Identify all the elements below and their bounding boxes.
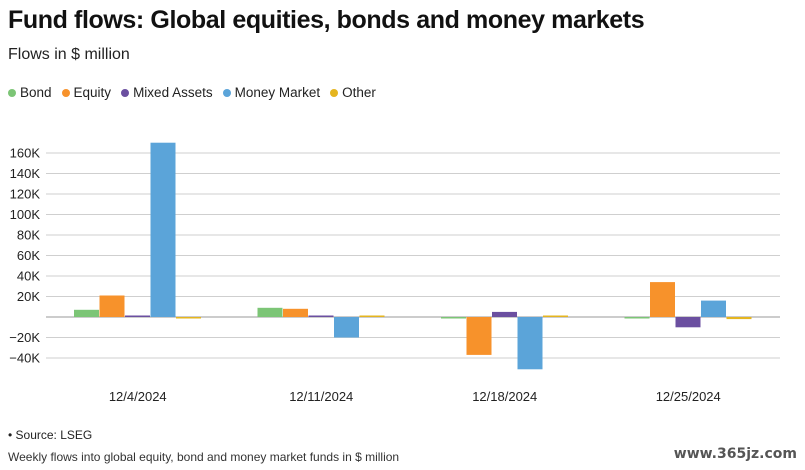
legend-label: Money Market <box>234 85 321 100</box>
legend-label: Equity <box>73 85 112 100</box>
source-note: • Source: LSEG <box>8 428 93 442</box>
legend-swatch <box>222 88 231 97</box>
y-tick-label: 60K <box>17 248 40 263</box>
y-tick-label: 80K <box>17 228 40 243</box>
y-tick-label: 160K <box>10 146 41 161</box>
bar-equity-0 <box>99 295 125 317</box>
bar-mixed-assets-2 <box>492 311 517 317</box>
y-tick-label: 140K <box>10 166 41 181</box>
legend-label: Bond <box>20 85 52 100</box>
legend-label: Other <box>342 85 376 100</box>
x-tick-label: 12/25/2024 <box>656 389 721 404</box>
legend-item-money-market: Money Market <box>222 85 321 100</box>
y-tick-label: 100K <box>10 207 41 222</box>
legend-item-mixed-assets: Mixed Assets <box>121 85 213 100</box>
bar-money-market-3 <box>701 300 726 317</box>
bar-other-1 <box>359 315 385 317</box>
bar-money-market-0 <box>150 142 176 317</box>
y-tick-label: 40K <box>17 269 40 284</box>
chart-title: Fund flows: Global equities, bonds and m… <box>8 6 645 34</box>
bar-other-0 <box>176 317 201 319</box>
y-tick-label: −20K <box>9 330 40 345</box>
bar-other-2 <box>543 315 568 317</box>
y-tick-label: 120K <box>10 187 41 202</box>
legend: Bond Equity Mixed Assets Money Market Other <box>8 85 376 100</box>
chart-subtitle: Flows in $ million <box>8 46 130 63</box>
x-tick-label: 12/11/2024 <box>289 389 353 404</box>
x-tick-label: 12/4/2024 <box>109 389 167 404</box>
legend-swatch <box>61 88 70 97</box>
bar-equity-3 <box>650 282 675 317</box>
bar-bond-0 <box>74 309 99 317</box>
watermark-text: www.365jz.com <box>673 446 797 462</box>
bar-mixed-assets-0 <box>125 315 150 317</box>
bar-equity-2 <box>466 317 492 355</box>
y-tick-label: 20K <box>17 289 40 304</box>
bar-equity-1 <box>283 308 308 317</box>
bar-money-market-1 <box>334 317 359 338</box>
legend-item-bond: Bond <box>8 85 52 100</box>
legend-swatch <box>8 88 16 97</box>
legend-item-other: Other <box>330 85 376 100</box>
bar-bond-1 <box>257 307 283 317</box>
legend-swatch <box>121 88 130 97</box>
bar-bond-2 <box>441 317 466 319</box>
bar-mixed-assets-1 <box>308 315 334 317</box>
bar-other-3 <box>726 317 752 320</box>
legend-item-equity: Equity <box>61 85 112 100</box>
bar-mixed-assets-3 <box>675 317 701 328</box>
footnote: Weekly flows into global equity, bond an… <box>8 450 400 464</box>
bar-money-market-2 <box>517 317 543 370</box>
legend-label: Mixed Assets <box>133 85 213 100</box>
bar-bond-3 <box>624 317 650 319</box>
x-tick-label: 12/18/2024 <box>472 389 537 404</box>
y-tick-label: −40K <box>9 351 40 366</box>
legend-swatch <box>330 88 339 97</box>
